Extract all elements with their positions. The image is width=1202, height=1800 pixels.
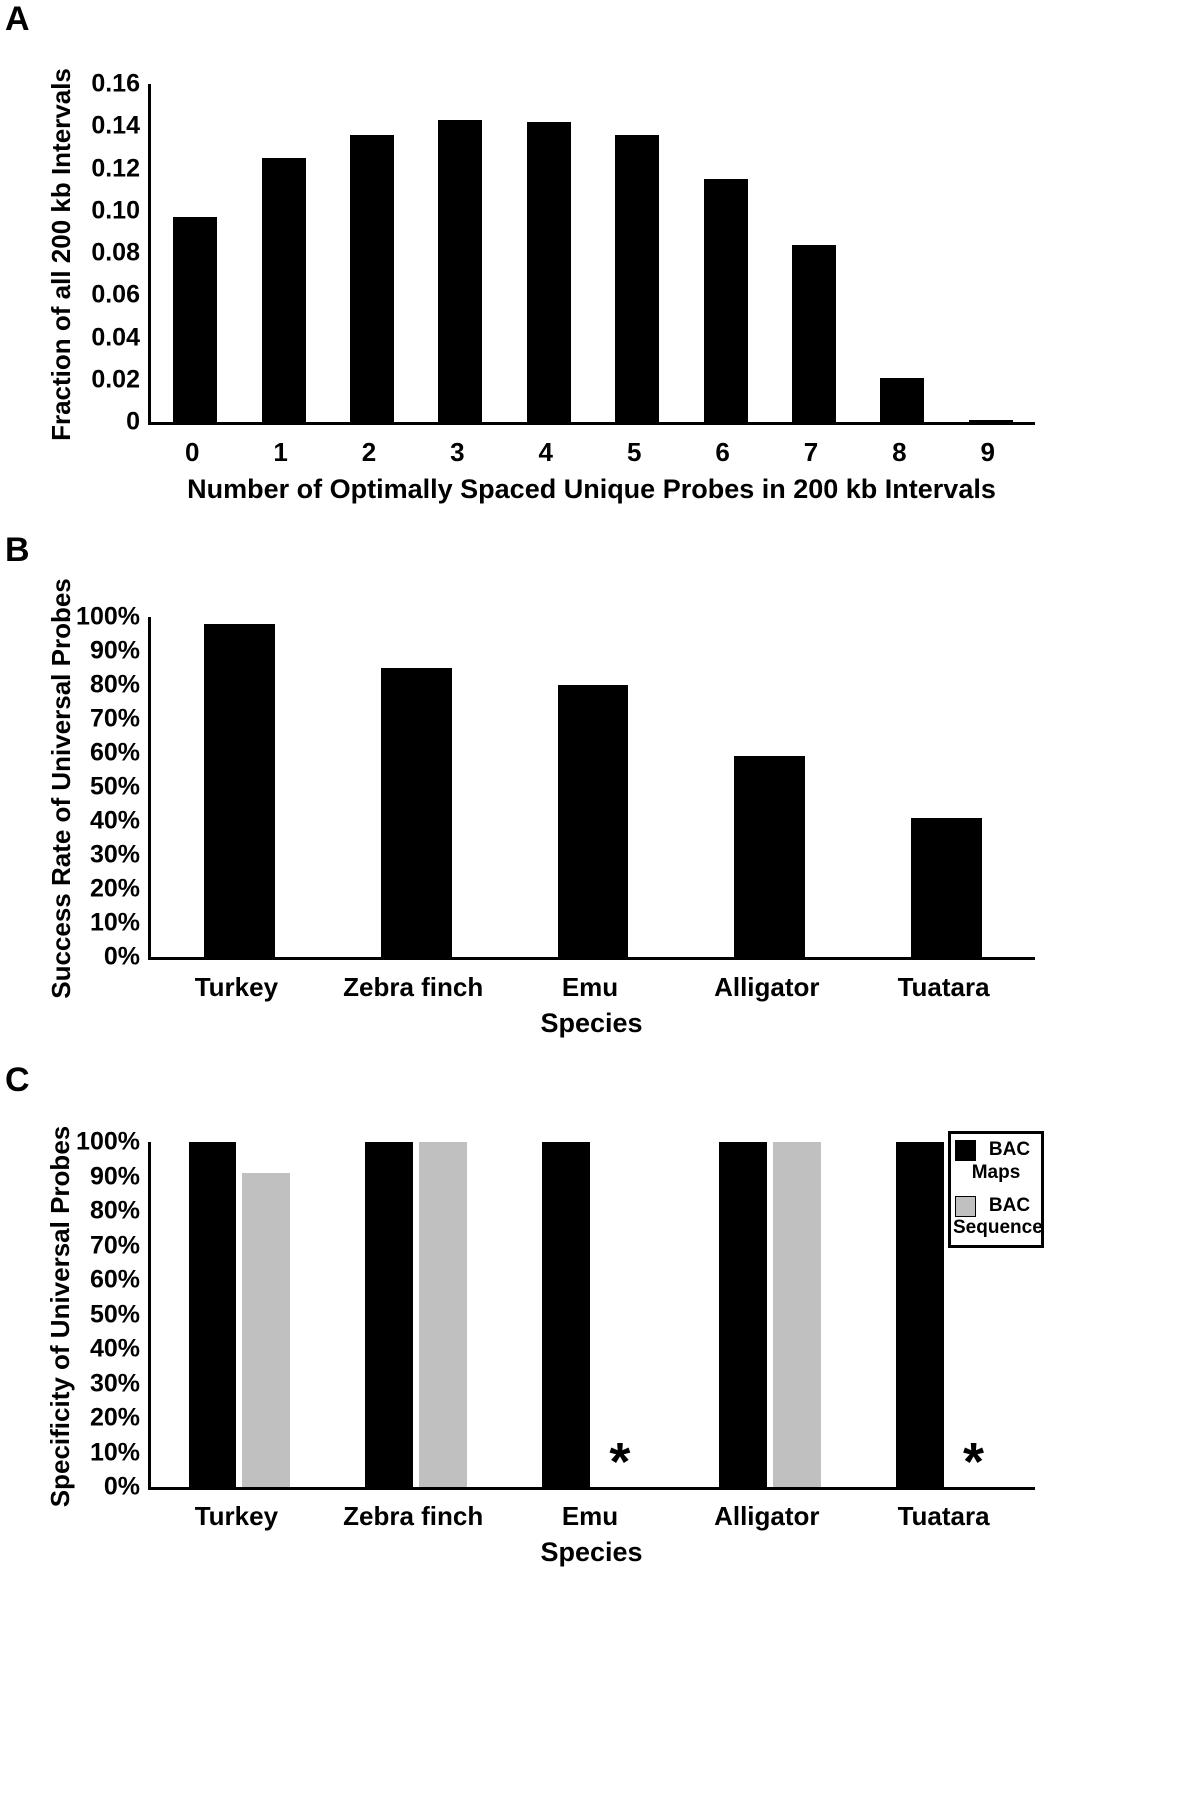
x-tick-label: Tuatara (897, 1501, 990, 1531)
panel-b-plot-area (148, 617, 1035, 960)
panel-b-label: B (5, 531, 30, 569)
bar-turkey (204, 623, 275, 957)
panel-a-x-tick-labels: 0 1 2 3 4 5 6 7 8 9 (148, 437, 1035, 471)
y-tick-label: 100% (76, 602, 140, 631)
y-tick-label: 90% (89, 1162, 140, 1190)
x-tick-label: 4 (538, 437, 554, 467)
bac-sequence-swatch (955, 1195, 976, 1217)
y-tick-label: 0.14 (91, 111, 140, 140)
x-tick-label: 0 (184, 437, 200, 467)
x-tick-label: Turkey (194, 1501, 279, 1531)
y-tick-label: 80% (89, 1196, 140, 1225)
bar-alligator-bac-sequence (772, 1142, 821, 1487)
y-tick-label: 0% (103, 1472, 140, 1501)
x-tick-label: 1 (273, 437, 288, 467)
panel-c-x-axis-title: Species (540, 1537, 643, 1567)
y-tick-label: 80% (89, 670, 140, 699)
y-tick-label: 40% (89, 1334, 140, 1363)
x-tick-label: Turkey (194, 972, 279, 1002)
panel-b-y-tick-labels: 100% 90% 80% 70% 60% 50% 40% 30% 20% 10% 0% (0, 603, 140, 971)
bar-zebra-finch (380, 668, 452, 957)
y-tick-label: 0.08 (91, 238, 140, 267)
legend: BAC Maps BAC Sequence (948, 1131, 1044, 1249)
y-tick-label: 20% (89, 874, 140, 903)
panel-c-plot-area: * * (148, 1142, 1035, 1490)
panel-a-x-axis-title: Number of Optimally Spaced Unique Probes… (187, 474, 996, 504)
bar-tuatara-bac-maps (895, 1142, 944, 1487)
y-tick-label: 10% (89, 908, 140, 937)
bar-9 (968, 419, 1013, 422)
bar-zebra-finch-bac-maps (365, 1142, 414, 1487)
bar-4 (526, 122, 571, 422)
bar-5 (615, 134, 660, 422)
bar-6 (703, 179, 748, 422)
y-tick-label: 0.04 (91, 323, 140, 351)
legend-item-bac-maps: BAC Maps (953, 1139, 1039, 1185)
bar-alligator-bac-maps (719, 1142, 767, 1487)
legend-label-bac-maps: BAC Maps (971, 1139, 1031, 1183)
x-tick-label: Tuatara (897, 972, 990, 1002)
bar-8 (880, 377, 925, 422)
y-tick-label: 30% (89, 1369, 140, 1397)
bar-alligator (734, 756, 806, 957)
bar-turkey-bac-sequence (242, 1173, 291, 1487)
panel-c-y-tick-labels: 100% 90% 80% 70% 60% 50% 40% 30% 20% 10% 0% (0, 1128, 140, 1501)
y-tick-label: 0.06 (91, 280, 140, 309)
x-tick-label: 2 (361, 437, 377, 467)
y-tick-label: 60% (89, 1265, 140, 1294)
x-tick-label: Alligator (714, 972, 820, 1002)
bar-turkey-bac-maps (188, 1142, 237, 1487)
bar-tuatara (911, 817, 982, 957)
y-tick-label: 0% (103, 942, 140, 971)
x-tick-label: 6 (715, 437, 730, 467)
y-tick-label: 0.16 (91, 69, 140, 98)
y-tick-label: 40% (89, 806, 140, 835)
bar-emu (557, 685, 629, 957)
x-tick-label: Alligator (714, 1501, 820, 1531)
y-tick-label: 10% (89, 1438, 140, 1466)
y-tick-label: 60% (89, 738, 140, 767)
y-tick-label: 0.02 (91, 365, 140, 394)
x-tick-label: Zebra finch (343, 972, 484, 1002)
y-tick-label: 70% (89, 704, 140, 733)
y-tick-label: 70% (89, 1231, 140, 1259)
x-tick-label: Emu (561, 1501, 619, 1531)
y-tick-label: 0.10 (91, 196, 140, 225)
bar-2 (349, 134, 395, 422)
missing-data-asterisk: * (609, 1432, 631, 1493)
x-tick-label: 5 (626, 437, 642, 467)
x-tick-label: Emu (561, 972, 619, 1002)
legend-item-bac-sequence: BAC Sequence (953, 1195, 1043, 1241)
panel-b-x-tick-labels: Turkey Zebra finch Emu Alligator Tuatara (148, 972, 1035, 1006)
x-tick-label: Zebra finch (343, 1501, 484, 1531)
y-tick-label: 0.12 (91, 154, 140, 182)
y-tick-label: 50% (89, 1300, 140, 1328)
bar-3 (438, 119, 483, 422)
bar-0 (173, 217, 218, 422)
y-tick-label: 0 (126, 407, 140, 436)
bar-emu-bac-maps (542, 1142, 590, 1487)
panel-b-x-axis-title: Species (540, 1008, 643, 1038)
x-tick-label: 7 (803, 437, 819, 467)
y-tick-label: 20% (89, 1403, 140, 1432)
bar-1 (261, 157, 306, 422)
panel-a-label: A (5, 0, 30, 38)
y-tick-label: 30% (89, 840, 140, 869)
missing-data-asterisk: * (962, 1432, 984, 1493)
y-tick-label: 90% (89, 636, 140, 665)
panel-c-label: C (5, 1061, 30, 1099)
bar-7 (791, 244, 837, 422)
x-tick-label: 3 (450, 437, 465, 467)
y-tick-label: 100% (76, 1127, 140, 1156)
panel-a-plot-area (148, 84, 1035, 425)
legend-label-bac-sequence: BAC Sequence (953, 1194, 1043, 1239)
x-tick-label: 9 (980, 437, 996, 467)
y-tick-label: 50% (89, 772, 140, 801)
x-tick-label: 8 (892, 437, 907, 467)
bac-maps-swatch (955, 1140, 976, 1161)
bar-zebra-finch-bac-sequence (419, 1142, 467, 1487)
panel-c-x-tick-labels: Turkey Zebra finch Emu Alligator Tuatara (148, 1501, 1035, 1535)
panel-a-y-tick-labels: 0.16 0.14 0.12 0.10 0.08 0.06 0.04 0.02 0 (0, 70, 140, 436)
